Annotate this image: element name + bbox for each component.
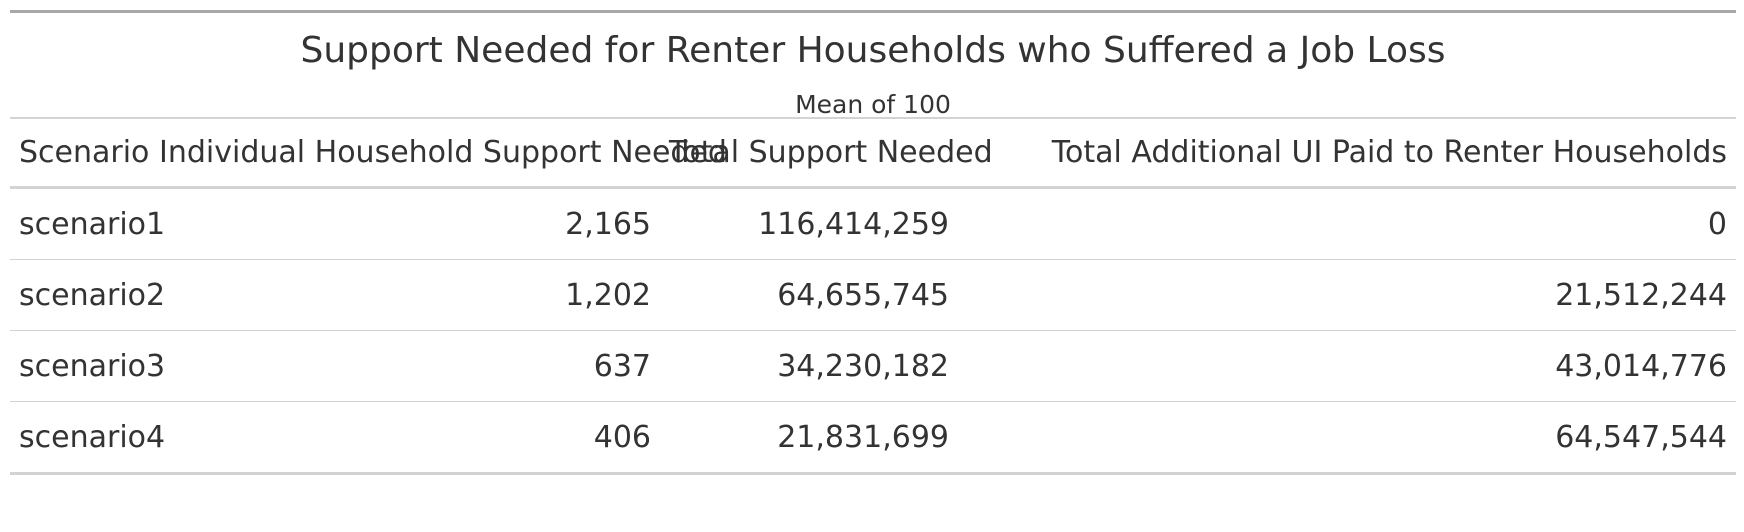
column-header-total-support: Total Support Needed	[660, 119, 993, 189]
table-row: scenario1 2,165 116,414,259 0	[10, 187, 1736, 260]
table-header-block: Support Needed for Renter Households who…	[10, 13, 1736, 119]
cell-total-support: 34,230,182	[660, 330, 958, 402]
results-table: Support Needed for Renter Households who…	[10, 10, 1736, 475]
table-row: scenario4 406 21,831,699 64,547,544	[10, 401, 1736, 475]
data-table: Scenario Individual Household Support Ne…	[10, 119, 1736, 475]
cell-total-ui-paid: 43,014,776	[958, 330, 1736, 402]
column-header-total-ui-paid: Total Additional UI Paid to Renter House…	[958, 119, 1736, 189]
cell-individual-support: 637	[150, 330, 660, 402]
table-top-rule	[10, 10, 1736, 13]
cell-total-support: 116,414,259	[660, 187, 958, 260]
cell-total-ui-paid: 64,547,544	[958, 401, 1736, 475]
cell-individual-support: 2,165	[150, 187, 660, 260]
table-title: Support Needed for Renter Households who…	[300, 30, 1446, 71]
cell-total-support: 64,655,745	[660, 259, 958, 331]
table-row: scenario2 1,202 64,655,745 21,512,244	[10, 259, 1736, 331]
table-subtitle: Mean of 100	[795, 90, 951, 119]
cell-total-support: 21,831,699	[660, 401, 958, 475]
header-row: Scenario Individual Household Support Ne…	[10, 119, 1736, 189]
cell-scenario: scenario3	[10, 330, 165, 402]
column-header-scenario: Scenario	[10, 119, 150, 189]
cell-total-ui-paid: 21,512,244	[958, 259, 1736, 331]
cell-total-ui-paid: 0	[958, 187, 1736, 260]
cell-scenario: scenario4	[10, 401, 165, 475]
cell-scenario: scenario1	[10, 187, 165, 260]
column-header-individual-support: Individual Household Support Needed	[150, 119, 727, 189]
table-row: scenario3 637 34,230,182 43,014,776	[10, 330, 1736, 402]
cell-individual-support: 406	[150, 401, 660, 475]
cell-individual-support: 1,202	[150, 259, 660, 331]
cell-scenario: scenario2	[10, 259, 165, 331]
